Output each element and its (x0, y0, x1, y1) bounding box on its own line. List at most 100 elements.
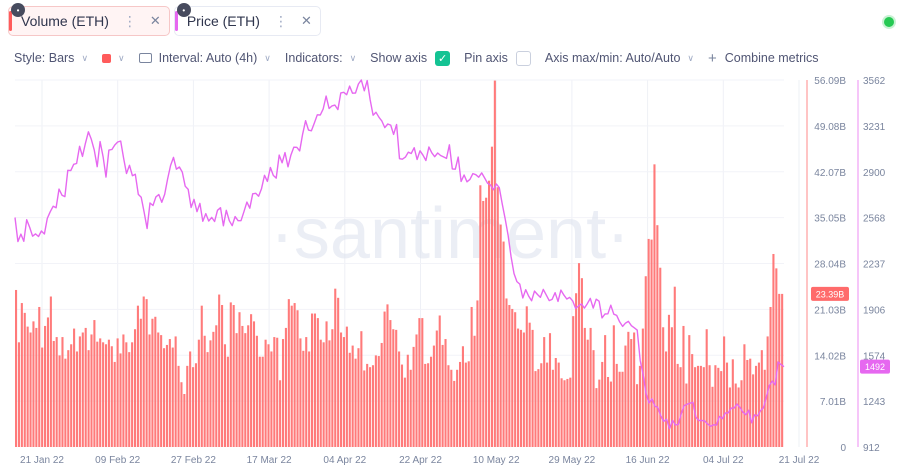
volume-bar (151, 318, 154, 447)
volume-bar (714, 365, 717, 447)
style-dropdown[interactable]: Style: Bars ∨ (14, 51, 88, 65)
volume-bar (46, 317, 50, 447)
volume-bar (122, 334, 125, 447)
volume-tick-label: 14.02B (814, 351, 846, 362)
pin-axis-toggle[interactable]: Pin axis (464, 50, 531, 66)
volume-bar (723, 336, 726, 447)
volume-bar (685, 383, 688, 447)
volume-bar (369, 367, 372, 447)
volume-bar (458, 361, 462, 447)
x-tick-label: 04 Apr 22 (323, 455, 366, 466)
tab-label: Volume (ETH) (21, 13, 109, 29)
volume-bar (78, 336, 81, 447)
volume-bar (572, 316, 575, 447)
volume-bar (319, 339, 322, 447)
volume-bar (371, 365, 375, 447)
volume-bar (496, 187, 499, 448)
more-vertical-icon[interactable]: ⋮ (122, 12, 137, 29)
volume-bar (96, 341, 99, 447)
more-vertical-icon[interactable]: ⋮ (273, 12, 288, 29)
volume-bar (427, 363, 430, 447)
volume-bar (580, 278, 583, 447)
volume-bar (44, 325, 47, 447)
price-tick-label: 2568 (863, 214, 886, 225)
show-axis-checkbox[interactable]: ✓ (435, 50, 451, 66)
volume-bar (55, 337, 58, 447)
volume-bar (592, 350, 595, 447)
interval-dropdown[interactable]: Interval: Auto (4h) ∨ (138, 51, 271, 65)
volume-bar (261, 356, 264, 447)
volume-bar (566, 378, 569, 447)
volume-bar (197, 339, 200, 447)
volume-bar (305, 337, 308, 447)
volume-bar (139, 318, 142, 447)
volume-tick-label: 49.08B (814, 122, 846, 133)
tab-volume-eth[interactable]: • Volume (ETH) ⋮ ✕ (8, 3, 170, 36)
volume-bar (519, 329, 523, 447)
axis-minmax-dropdown[interactable]: Axis max/min: Auto/Auto ∨ (545, 51, 694, 65)
show-axis-toggle[interactable]: Show axis ✓ (370, 50, 451, 66)
volume-bar (540, 363, 543, 447)
volume-bar (429, 356, 433, 447)
volume-bar (354, 358, 357, 447)
volume-bar (345, 326, 348, 447)
volume-bar (264, 339, 267, 447)
volume-bar (165, 344, 168, 447)
volume-bar (424, 363, 427, 447)
volume-bar (113, 361, 116, 447)
price-line-group (14, 79, 785, 430)
volume-bar (81, 332, 84, 447)
volume-bar (589, 327, 592, 447)
volume-bar (363, 370, 366, 447)
volume-bar (331, 329, 334, 447)
volume-bar (435, 330, 438, 447)
volume-bar (514, 312, 517, 447)
volume-bar (720, 371, 723, 447)
volume-bar (775, 268, 778, 447)
close-icon[interactable]: ✕ (149, 13, 161, 28)
volume-tick-label: 0 (840, 443, 846, 454)
indicators-dropdown[interactable]: Indicators: ∨ (285, 51, 356, 65)
volume-bar (334, 288, 337, 447)
volume-bar (145, 299, 148, 447)
volume-bar (595, 388, 598, 447)
volume-bar (377, 356, 380, 447)
volume-bar (229, 302, 232, 447)
x-tick-label: 04 Jul 22 (703, 455, 744, 466)
volume-bar (517, 328, 520, 447)
volume-bar (537, 369, 540, 447)
volume-bar (337, 297, 340, 447)
volume-bar (284, 327, 287, 447)
chart-settings-toolbar: Style: Bars ∨ ∨ Interval: Auto (4h) ∨ Indi… (14, 47, 833, 69)
volume-bar (749, 358, 752, 447)
volume-bar (23, 312, 26, 447)
volume-bar (746, 359, 749, 447)
interval-icon (138, 53, 152, 63)
volume-bar (696, 365, 700, 447)
pin-axis-checkbox[interactable] (515, 50, 531, 66)
close-icon[interactable]: ✕ (300, 13, 312, 28)
volume-bar (569, 377, 572, 447)
volume-bar (450, 369, 453, 447)
volume-bar (511, 308, 514, 447)
volume-bar (659, 267, 662, 447)
volume-bar (731, 359, 734, 447)
volume-bar (64, 358, 67, 447)
volume-last-value-badge (811, 286, 849, 301)
volume-bar (650, 239, 653, 447)
volume-bar (479, 185, 482, 447)
volume-bar (160, 335, 163, 447)
volume-bar (441, 344, 444, 447)
color-picker[interactable]: ∨ (102, 53, 125, 64)
volume-bar (90, 334, 93, 447)
volume-bar (641, 328, 644, 447)
volume-bar (636, 384, 639, 447)
volume-bar (299, 338, 302, 447)
tab-price-eth[interactable]: • Price (ETH) ⋮ ✕ (173, 3, 321, 36)
volume-bar (296, 310, 299, 447)
style-label: Style: Bars (14, 51, 75, 65)
volume-bar (374, 355, 377, 447)
combine-metrics-button[interactable]: + Combine metrics (708, 50, 819, 67)
volume-bar (406, 354, 409, 447)
